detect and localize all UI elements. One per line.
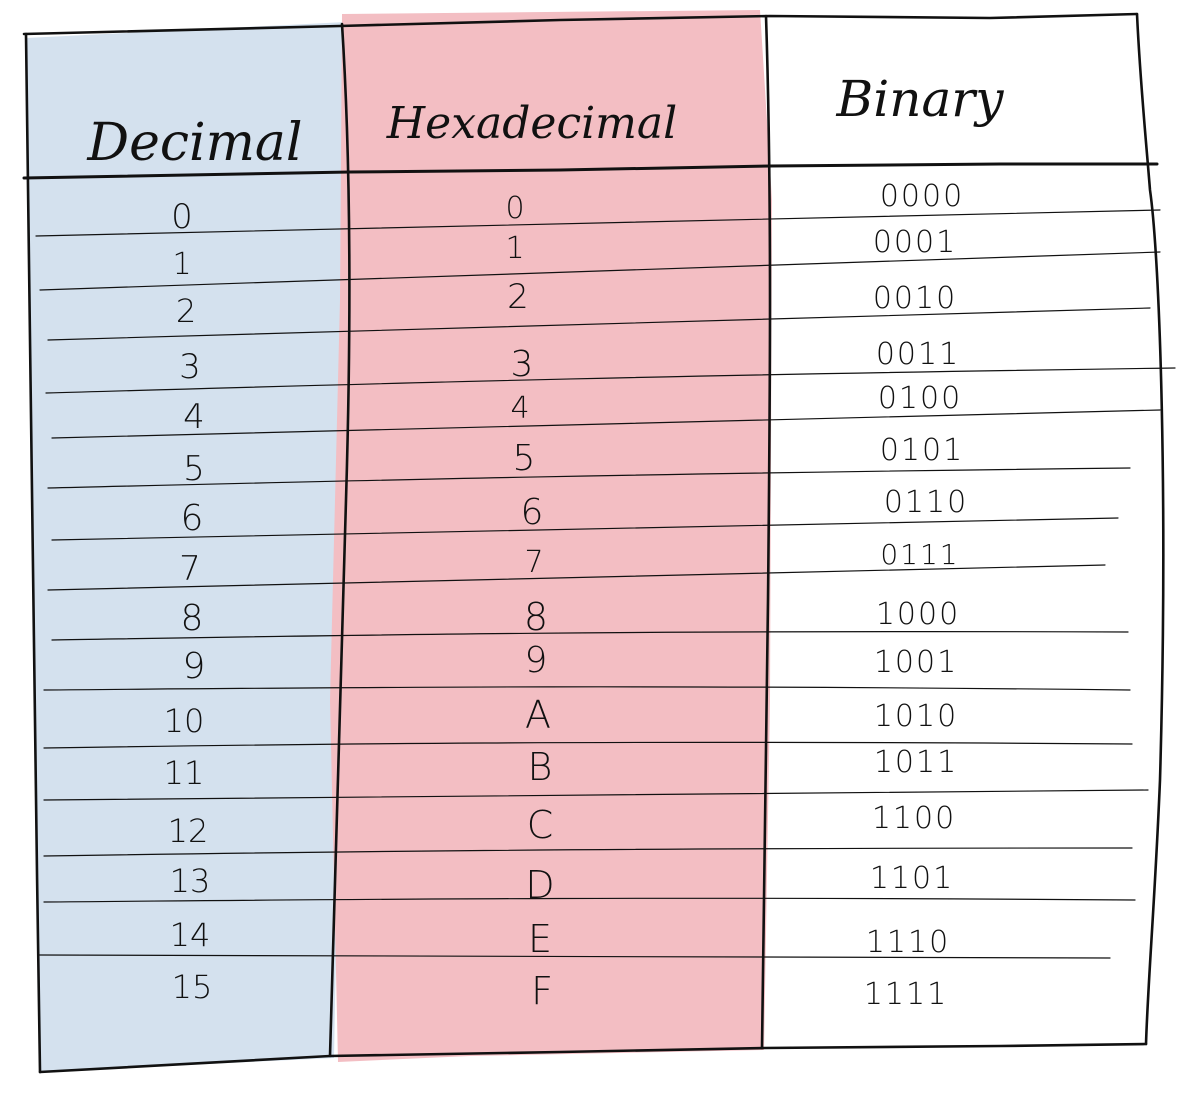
header-divider (22, 162, 1159, 180)
hex-cell: A (525, 693, 551, 737)
binary-cell: 0011 (876, 337, 960, 372)
table-row: 14 E 1110 (170, 916, 950, 961)
binary-cell: 0000 (880, 179, 964, 214)
table-row: 6 6 0110 (181, 485, 968, 539)
decimal-column-fill (26, 22, 350, 1072)
hex-binary-divider (760, 14, 772, 1050)
table-row: 5 5 0101 (183, 433, 964, 489)
hex-cell: F (531, 969, 553, 1013)
hex-cell: B (528, 745, 553, 789)
table-row: 1 1 0001 (172, 225, 957, 282)
decimal-cell: 5 (183, 449, 205, 489)
binary-cell: 1100 (872, 801, 956, 836)
decimal-cell: 7 (179, 549, 201, 589)
decimal-cell: 4 (183, 397, 205, 437)
decimal-cell: 9 (183, 646, 206, 687)
hex-cell: 3 (511, 344, 534, 385)
table-row: 4 4 0100 (183, 381, 962, 437)
hex-column-fill (330, 10, 772, 1062)
table-row: 9 9 1001 (183, 640, 958, 687)
table-row: 15 F 1111 (172, 968, 948, 1013)
hex-cell: 8 (524, 595, 548, 639)
binary-cell: 0110 (884, 485, 968, 520)
table-frame (22, 12, 1165, 1074)
decimal-cell: 6 (181, 498, 204, 539)
header-decimal: Decimal (86, 113, 302, 173)
table-row: 13 D 1101 (170, 861, 954, 907)
header-binary: Binary (836, 70, 1005, 128)
binary-cell: 1110 (866, 925, 950, 960)
decimal-cell: 15 (172, 968, 213, 1006)
hex-cell: D (525, 863, 554, 907)
table-row: 8 8 1000 (181, 595, 960, 639)
decimal-cell: 12 (168, 812, 209, 850)
header-hexadecimal: Hexadecimal (386, 98, 677, 149)
decimal-cell: 10 (164, 702, 205, 740)
hex-cell: 0 (505, 191, 524, 226)
binary-cell: 1111 (864, 977, 948, 1012)
binary-cell: 0001 (873, 225, 957, 260)
decimal-cell: 13 (170, 862, 211, 900)
table-row: 10 A 1010 (164, 693, 958, 740)
hex-cell: 6 (521, 492, 544, 533)
hex-cell: 4 (510, 391, 529, 426)
hex-cell: 9 (525, 640, 548, 681)
binary-cell: 1000 (876, 597, 960, 632)
binary-cell: 0111 (880, 538, 959, 571)
binary-cell: 0100 (878, 381, 962, 416)
decimal-hex-divider (328, 22, 351, 1058)
hex-cell: 1 (505, 231, 524, 266)
decimal-cell: 2 (176, 292, 196, 330)
table-row: 0 0 0000 (171, 179, 964, 237)
hex-cell: 2 (507, 277, 529, 317)
table-row: 7 7 0111 (179, 538, 959, 589)
table-row: 3 3 0011 (179, 337, 960, 387)
decimal-cell: 14 (170, 916, 211, 954)
binary-cell: 0010 (873, 281, 957, 316)
binary-cell: 1011 (874, 745, 958, 780)
decimal-cell: 0 (171, 197, 193, 237)
hex-cell: E (528, 917, 552, 961)
decimal-cell: 8 (181, 598, 204, 639)
decimal-cell: 1 (172, 247, 191, 282)
hex-cell: 5 (513, 438, 536, 479)
binary-cell: 1010 (874, 699, 958, 734)
table-row: 12 C 1100 (168, 801, 956, 850)
hex-cell: C (527, 803, 554, 847)
binary-cell: 0101 (880, 433, 964, 468)
binary-cell: 1101 (870, 861, 954, 896)
hex-cell: 7 (524, 545, 543, 580)
decimal-cell: 3 (179, 347, 201, 387)
table-row: 11 B 1011 (164, 745, 958, 792)
table-row: 2 2 0010 (176, 277, 957, 330)
decimal-cell: 11 (164, 754, 205, 792)
binary-cell: 1001 (874, 645, 958, 680)
